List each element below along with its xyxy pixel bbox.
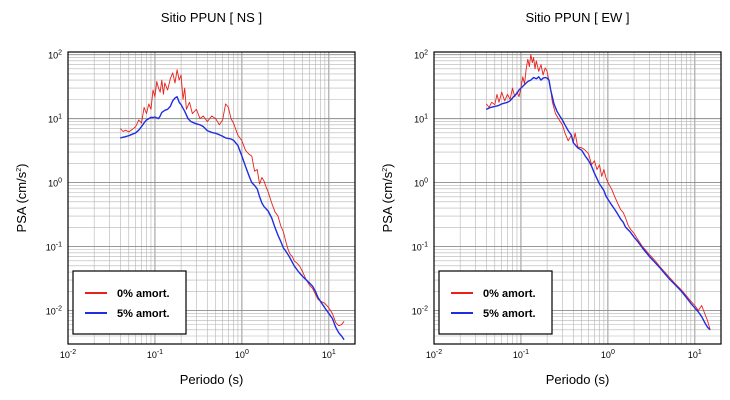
y-tick-label: 10-1 <box>412 242 428 253</box>
y-tick-label: 10-1 <box>46 242 62 253</box>
x-tick-label: 10-2 <box>60 349 76 360</box>
y-tick-label: 10-2 <box>46 306 62 317</box>
legend-label-1: 5% amort. <box>117 308 170 320</box>
x-tick-label: 10-2 <box>426 349 442 360</box>
chart-title: Sitio PPUN [ EW ] <box>525 10 629 25</box>
series-line-red-0pct <box>119 69 345 327</box>
x-tick-label: 100 <box>235 349 249 360</box>
legend-box <box>438 270 553 335</box>
series-line-blue-5pct <box>120 95 345 341</box>
x-tick-label: 100 <box>601 349 615 360</box>
x-tick-label: 101 <box>322 349 336 360</box>
legend: 0% amort. 5% amort. <box>72 270 187 335</box>
x-axis-label: Periodo (s) <box>180 372 244 387</box>
y-tick-label: 102 <box>414 50 428 61</box>
x-tick-label: 10-1 <box>147 349 163 360</box>
y-tick-label: 100 <box>48 178 62 189</box>
chart-title: Sitio PPUN [ NS ] <box>161 10 262 25</box>
series-line-blue-5pct <box>486 76 711 331</box>
y-axis-label: PSA (cm/s2) <box>14 164 29 233</box>
plot-frame <box>67 51 356 345</box>
y-tick-label: 101 <box>414 114 428 125</box>
legend-label-0: 0% amort. <box>117 288 170 300</box>
legend: 0% amort. 5% amort. <box>438 270 553 335</box>
x-tick-label: 101 <box>688 349 702 360</box>
x-tick-label: 10-1 <box>513 349 529 360</box>
y-tick-label: 100 <box>414 178 428 189</box>
y-axis-label: PSA (cm/s2) <box>380 164 395 233</box>
plot-frame <box>433 51 722 345</box>
chart-panel-0: 10-2 10-1 100 101 10-2 10-1 100 101 102 Sitio PPU… <box>14 10 356 387</box>
x-axis-label: Periodo (s) <box>546 372 610 387</box>
y-tick-label: 101 <box>48 114 62 125</box>
y-tick-label: 10-2 <box>412 306 428 317</box>
legend-label-1: 5% amort. <box>483 308 536 320</box>
y-tick-label: 102 <box>48 50 62 61</box>
legend-label-0: 0% amort. <box>483 288 536 300</box>
legend-box <box>72 270 187 335</box>
chart-panel-1: 10-2 10-1 100 101 10-2 10-1 100 101 102 Sitio PPU… <box>380 10 722 387</box>
